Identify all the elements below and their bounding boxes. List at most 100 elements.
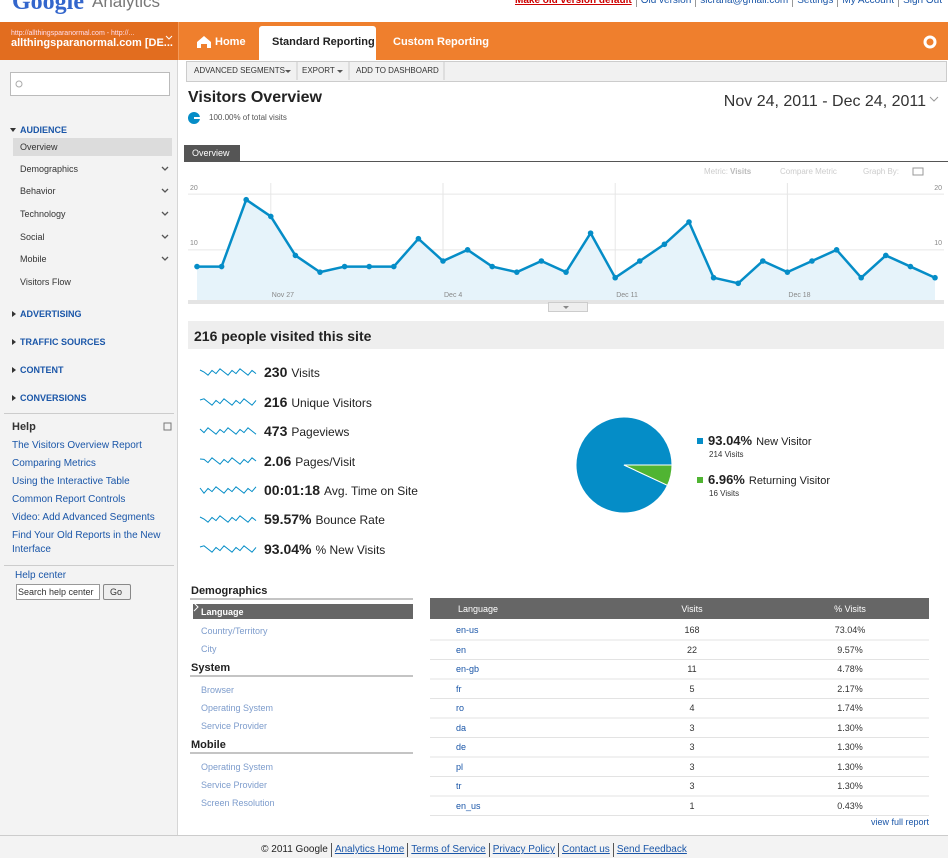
metric-picker[interactable]: Metric: Visits: [704, 167, 751, 177]
help-center[interactable]: Help center: [15, 570, 67, 581]
sidebar-item[interactable]: Mobile: [20, 254, 47, 264]
graph-by[interactable]: Graph By:: [863, 167, 900, 176]
nav-tab[interactable]: Home: [215, 36, 246, 48]
nav-tab[interactable]: Custom Reporting: [393, 36, 489, 48]
footer-link[interactable]: Send Feedback: [612, 843, 690, 857]
dropdown: [337, 70, 343, 73]
account-arrow[interactable]: [165, 35, 173, 40]
help-link[interactable]: Common Report Controls: [12, 494, 126, 505]
account-selector[interactable]: [0, 22, 179, 60]
x-tick-label: Nov 27: [271, 291, 294, 299]
sidebar-search[interactable]: [10, 72, 170, 96]
point: [686, 219, 692, 225]
help-link[interactable]: The Visitors Overview Report: [12, 440, 142, 451]
go[interactable]: Go: [109, 587, 122, 597]
table-cell[interactable]: tr: [456, 781, 462, 791]
footer-link[interactable]: Analytics Home: [330, 843, 407, 857]
table-cell: 1.30%: [837, 781, 863, 791]
table-header: Visits: [681, 604, 703, 614]
nav-tab[interactable]: Standard Reporting: [272, 36, 375, 48]
account-url[interactable]: http://allthingsparanormal.com - http://…: [11, 29, 135, 37]
point: [440, 258, 446, 264]
help-search-input[interactable]: [16, 584, 100, 600]
help-link[interactable]: Video: Add Advanced Segments: [12, 512, 155, 523]
group-item[interactable]: Language: [201, 607, 244, 617]
sidebar-section[interactable]: AUDIENCE: [20, 125, 68, 135]
footer-link[interactable]: Terms of Service: [407, 843, 488, 857]
help-link[interactable]: Comparing Metrics: [12, 458, 96, 469]
group-item[interactable]: Service Provider: [201, 721, 268, 731]
table-cell: 3: [689, 742, 695, 752]
table-cell[interactable]: de: [456, 742, 467, 752]
sidebar-section[interactable]: TRAFFIC SOURCES: [20, 337, 106, 347]
header-link[interactable]: My Account: [837, 0, 898, 7]
point: [292, 252, 299, 259]
date-arrow[interactable]: [929, 96, 939, 102]
sidebar-item[interactable]: Behavior: [20, 186, 56, 196]
point: [317, 269, 323, 275]
table-cell: 1.30%: [837, 722, 863, 733]
sidebar-item[interactable]: Demographics: [20, 164, 79, 174]
sparkline: [199, 545, 257, 553]
active-tab[interactable]: [259, 26, 376, 60]
group-item[interactable]: Operating System: [201, 703, 274, 713]
group-item[interactable]: Service Provider: [201, 780, 268, 790]
sidebar-section[interactable]: ADVERTISING: [20, 309, 82, 319]
sidebar-item[interactable]: Social: [20, 232, 45, 242]
overview-tab-bg[interactable]: [184, 145, 240, 161]
collapse-arrow: [12, 311, 16, 317]
table-cell[interactable]: en-gb: [456, 664, 480, 674]
metric-label[interactable]: Metric:: [704, 167, 728, 176]
sidebar-item[interactable]: Technology: [20, 209, 66, 219]
table-cell[interactable]: pl: [456, 761, 464, 772]
table-cell[interactable]: ro: [456, 703, 465, 713]
header-link[interactable]: Settings: [792, 0, 837, 7]
metric[interactable]: Visits: [730, 167, 752, 176]
header-link[interactable]: Make old version default: [514, 0, 632, 6]
gear[interactable]: [923, 35, 937, 49]
table-cell[interactable]: en-us: [456, 625, 479, 635]
point: [538, 258, 545, 264]
view-full-report[interactable]: view full report: [870, 817, 929, 827]
group-item[interactable]: Country/Territory: [201, 626, 268, 636]
group-item[interactable]: City: [201, 644, 217, 654]
handle-arrow[interactable]: [563, 306, 569, 309]
group-item[interactable]: Screen Resolution: [201, 798, 275, 808]
table-cell[interactable]: fr: [456, 683, 462, 694]
compare-metric[interactable]: Compare Metric: [780, 167, 837, 176]
header-link[interactable]: sicrana@gmail.com: [695, 0, 792, 7]
group-item[interactable]: Browser: [201, 685, 235, 695]
help-search: Search help center: [18, 587, 94, 597]
help-link[interactable]: Find Your Old Reports in the New Interfa…: [12, 530, 161, 555]
help-collapse: [163, 422, 172, 431]
table-cell[interactable]: en: [456, 644, 467, 655]
toolbar-button[interactable]: EXPORT: [302, 66, 335, 75]
home-icon[interactable]: [197, 36, 211, 48]
group-title: Mobile: [191, 739, 226, 751]
toolbar-button[interactable]: ADVANCED SEGMENTS: [194, 66, 285, 75]
footer-link[interactable]: Privacy Policy: [488, 843, 558, 857]
table-cell[interactable]: en_us: [456, 800, 481, 811]
help-link[interactable]: Using the Interactive Table: [12, 476, 130, 487]
date-range[interactable]: Nov 24, 2011 - Dec 24, 2011: [723, 93, 926, 110]
gear-icon[interactable]: [923, 35, 937, 49]
account-name[interactable]: allthingsparanormal.com [DE...: [11, 36, 173, 49]
sidebar-section[interactable]: CONTENT: [20, 365, 64, 375]
tab-label[interactable]: Overview: [192, 148, 230, 158]
table-cell[interactable]: da: [456, 722, 467, 733]
metric-label: Avg. Time on Site: [324, 484, 418, 498]
header-link[interactable]: Old version: [635, 0, 696, 7]
legend-swatch: [697, 438, 703, 444]
legend-annotation: 214 Visits: [709, 450, 744, 459]
sidebar-section[interactable]: CONVERSIONS: [20, 393, 87, 403]
group-title: Demographics: [191, 585, 268, 597]
footer-link[interactable]: Contact us: [558, 843, 613, 857]
graph-by-icon[interactable]: [912, 167, 924, 176]
toolbar-button[interactable]: ADD TO DASHBOARD: [356, 66, 439, 75]
header-link[interactable]: Sign Out: [898, 0, 946, 7]
go-button[interactable]: [103, 584, 131, 600]
group-item[interactable]: Operating System: [201, 762, 274, 772]
metric-value: 473: [264, 423, 288, 439]
sidebar-item[interactable]: Overview: [20, 142, 58, 152]
sidebar-item[interactable]: Visitors Flow: [20, 277, 71, 287]
